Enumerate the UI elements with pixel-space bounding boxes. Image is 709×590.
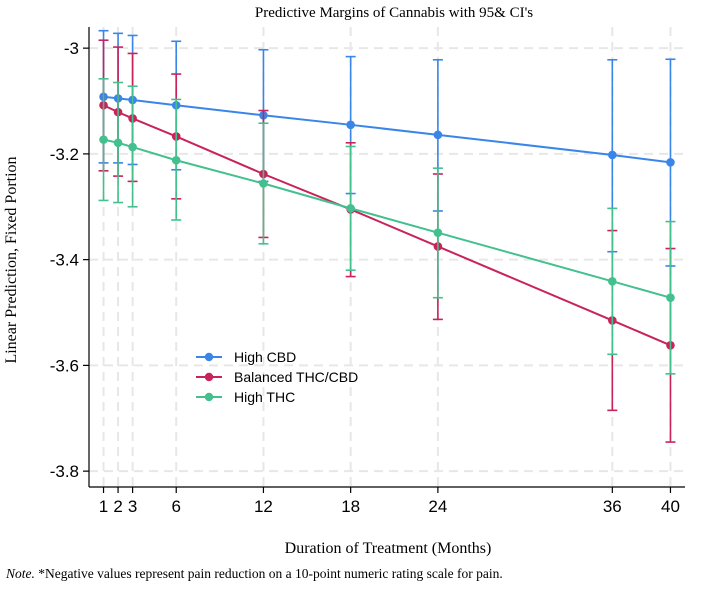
- point-high-thc-36: [608, 277, 617, 286]
- point-high-cbd-36: [608, 150, 617, 160]
- note-text: *Negative values represent pain reductio…: [34, 566, 503, 581]
- legend-label-high-cbd: High CBD: [234, 349, 296, 365]
- x-tick-label-18: 18: [341, 497, 360, 516]
- series-line-high-cbd: [103, 95, 671, 164]
- legend: High CBD Balanced THC/CBD High THC: [196, 349, 358, 405]
- chart-title: Predictive Margins of Cannabis with 95& …: [255, 5, 533, 21]
- point-high-thc-24: [433, 228, 443, 237]
- x-tick-label-40: 40: [661, 497, 680, 516]
- x-tick-label-24: 24: [428, 497, 447, 516]
- y-tick-label--3.2: -3.2: [50, 145, 79, 164]
- y-tick-label--3.8: -3.8: [50, 462, 79, 481]
- point-high-thc-40: [666, 293, 675, 303]
- y-tick-label--3.6: -3.6: [50, 356, 79, 375]
- legend-label-balanced-thc-cbd: Balanced THC/CBD: [234, 369, 358, 385]
- series-high-cbd: [98, 29, 676, 267]
- point-high-thc-6: [171, 155, 181, 165]
- grid-layer: [89, 27, 685, 487]
- point-high-thc-12: [259, 179, 268, 188]
- axes-layer: -3-3.2-3.4-3.6-3.81 2 3 6 12 18 24 36 40: [50, 27, 685, 516]
- point-high-thc-3: [128, 142, 137, 152]
- x-tick-label-6: 6: [171, 497, 180, 516]
- x-axis-label: Duration of Treatment (Months): [285, 540, 492, 557]
- series-high-thc: [98, 78, 676, 375]
- point-high-cbd-40: [666, 158, 675, 167]
- x-tick-label-3: 3: [128, 497, 137, 516]
- point-high-thc-1: [99, 135, 108, 144]
- point-high-cbd-24: [433, 130, 443, 140]
- y-tick-label--3.4: -3.4: [50, 251, 79, 270]
- series-balanced-thc-cbd: [98, 39, 676, 443]
- point-high-cbd-18: [346, 120, 355, 130]
- predictive-margins-chart: Predictive Margins of Cannabis with 95& …: [3, 5, 685, 557]
- point-high-thc-18: [346, 204, 355, 213]
- legend-marker-high-thc: [204, 392, 214, 402]
- x-tick-label-36: 36: [603, 497, 622, 516]
- x-tick-label-12: 12: [254, 497, 273, 516]
- legend-marker-high-cbd: [204, 352, 214, 362]
- series-line-balanced-thc-cbd: [103, 104, 671, 347]
- series-layer: [98, 29, 676, 443]
- y-axis-label: Linear Prediction, Fixed Portion: [3, 156, 20, 363]
- figure-note: Note. *Negative values represent pain re…: [6, 566, 709, 582]
- legend-label-high-thc: High THC: [234, 389, 295, 405]
- series-line-high-thc: [103, 138, 671, 299]
- note-label: Note.: [6, 566, 35, 581]
- legend-marker-balanced-thc-cbd: [204, 372, 214, 382]
- point-high-thc-2: [113, 138, 123, 148]
- x-tick-label-2: 2: [113, 497, 122, 516]
- x-tick-label-1: 1: [99, 497, 108, 516]
- y-tick-label--3: -3: [64, 39, 79, 58]
